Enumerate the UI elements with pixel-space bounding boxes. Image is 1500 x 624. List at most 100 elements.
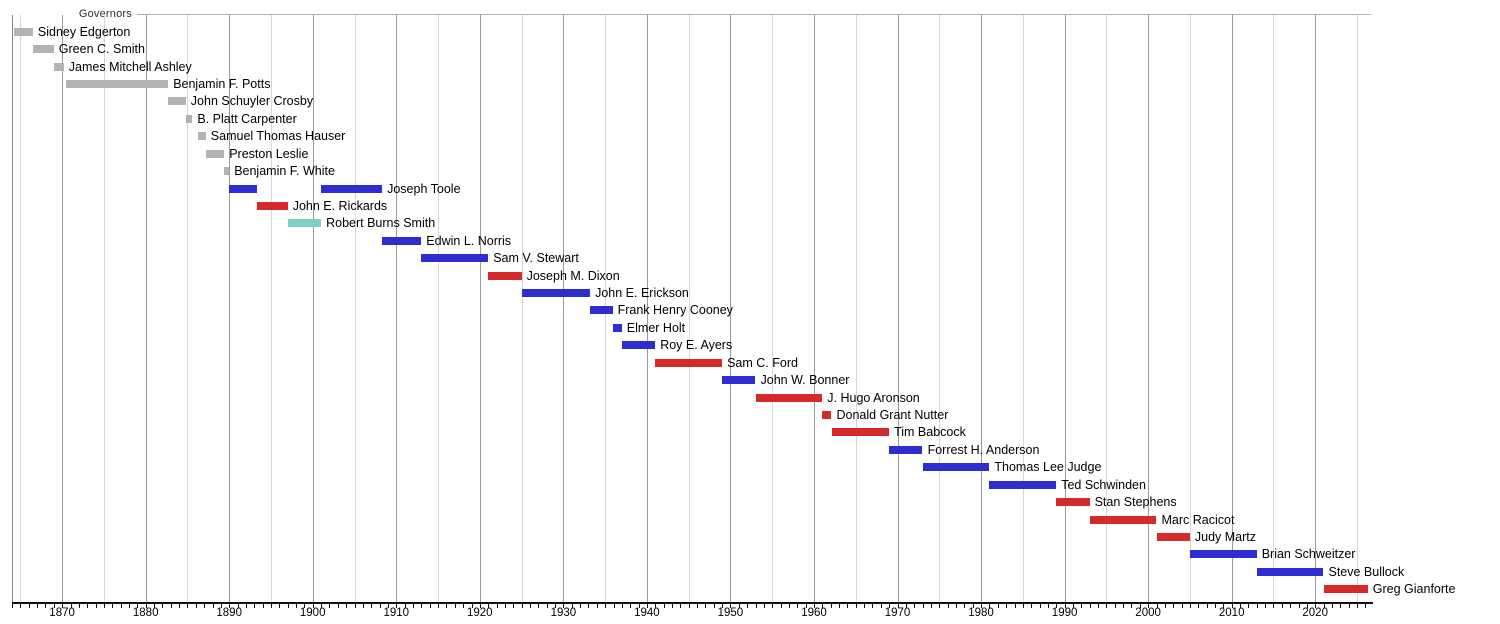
term-bar bbox=[488, 271, 522, 280]
axis-tick bbox=[914, 604, 916, 608]
axis-tick bbox=[1148, 604, 1150, 608]
axis-tick bbox=[1306, 604, 1308, 608]
term-bar bbox=[321, 184, 383, 193]
axis-tick bbox=[179, 604, 181, 608]
gridline-1960 bbox=[814, 15, 815, 603]
governor-name-label: Tim Babcock bbox=[894, 425, 966, 440]
axis-tick bbox=[688, 604, 690, 608]
governor-name-label: Elmer Holt bbox=[626, 320, 686, 335]
axis-tick bbox=[997, 604, 999, 608]
axis-tick bbox=[387, 604, 389, 608]
axis-tick bbox=[129, 604, 130, 608]
axis-tick bbox=[680, 604, 682, 608]
term-bar bbox=[229, 184, 257, 193]
term-bar bbox=[1189, 550, 1257, 559]
axis-tick-label-1920: 1920 bbox=[467, 607, 493, 619]
axis-tick bbox=[805, 604, 807, 608]
term-bar bbox=[755, 393, 823, 402]
gridline-2000 bbox=[1148, 15, 1150, 603]
term-bar bbox=[1323, 585, 1368, 594]
axis-tick bbox=[28, 604, 30, 608]
axis-tick bbox=[346, 604, 348, 608]
governor-name-label: Sam V. Stewart bbox=[493, 251, 579, 266]
axis-tick-label-1870: 1870 bbox=[49, 607, 75, 619]
axis-tick bbox=[1098, 604, 1099, 608]
gridline-2010 bbox=[1231, 15, 1233, 603]
axis-tick bbox=[254, 604, 256, 608]
axis-tick bbox=[1056, 604, 1058, 608]
gridline-1995 bbox=[1106, 15, 1108, 603]
axis-tick-label-1890: 1890 bbox=[216, 607, 242, 619]
term-bar bbox=[13, 27, 33, 36]
axis-tick bbox=[905, 604, 907, 608]
gridline-1900 bbox=[312, 15, 314, 603]
term-bar bbox=[822, 410, 832, 419]
axis-tick bbox=[588, 604, 590, 608]
plot-left-frame bbox=[12, 15, 13, 603]
axis-tick bbox=[555, 604, 556, 608]
axis-tick bbox=[1290, 604, 1292, 608]
axis-tick bbox=[1256, 604, 1258, 608]
axis-tick bbox=[1047, 604, 1049, 608]
axis-tick bbox=[872, 604, 874, 608]
axis-tick bbox=[212, 604, 214, 608]
axis-tick bbox=[772, 604, 774, 608]
axis-tick bbox=[237, 604, 239, 608]
axis-tick bbox=[287, 604, 289, 608]
gridline-1990 bbox=[1064, 15, 1066, 603]
axis-tick bbox=[822, 604, 824, 608]
axis-tick bbox=[630, 604, 632, 608]
axis-tick bbox=[646, 604, 648, 608]
axis-tick bbox=[45, 604, 47, 608]
axis-tick bbox=[839, 604, 840, 608]
governor-name-label: Frank Henry Cooney bbox=[617, 303, 733, 318]
governor-name-label: Thomas Lee Judge bbox=[994, 460, 1102, 475]
axis-tick bbox=[1131, 604, 1133, 608]
gridline-1890 bbox=[229, 15, 231, 603]
term-bar bbox=[722, 376, 756, 385]
axis-tick bbox=[103, 604, 105, 608]
governor-name-label: Benjamin F. White bbox=[234, 164, 335, 179]
axis-tick bbox=[571, 604, 573, 608]
axis-tick bbox=[1089, 604, 1091, 608]
term-bar bbox=[1156, 532, 1190, 541]
axis-tick bbox=[496, 604, 498, 608]
axis-tick bbox=[337, 604, 339, 608]
axis-tick bbox=[1240, 604, 1241, 608]
axis-tick bbox=[120, 604, 122, 608]
axis-tick-label-1900: 1900 bbox=[299, 607, 326, 619]
axis-tick bbox=[229, 604, 231, 608]
term-bar bbox=[922, 463, 990, 472]
axis-tick bbox=[964, 604, 966, 608]
axis-tick bbox=[187, 604, 189, 608]
axis-tick bbox=[321, 604, 323, 608]
axis-tick bbox=[930, 604, 932, 608]
axis-tick bbox=[1173, 604, 1175, 608]
axis-tick bbox=[538, 604, 540, 608]
axis-tick bbox=[220, 604, 222, 608]
governor-name-label: Greg Gianforte bbox=[1372, 582, 1456, 597]
axis-tick bbox=[362, 604, 364, 608]
axis-tick bbox=[1081, 604, 1083, 608]
axis-tick bbox=[655, 604, 657, 608]
governor-name-label: Steve Bullock bbox=[1328, 564, 1405, 579]
axis-tick bbox=[1315, 604, 1317, 608]
term-bar bbox=[53, 62, 64, 71]
axis-tick bbox=[705, 604, 707, 608]
axis-tick bbox=[454, 604, 456, 608]
axis-tick bbox=[195, 604, 197, 608]
axis-tick bbox=[53, 604, 55, 608]
axis-tick bbox=[814, 604, 815, 608]
governor-name-label: B. Platt Carpenter bbox=[197, 111, 297, 126]
axis-tick-label-1980: 1980 bbox=[968, 607, 994, 619]
axis-tick bbox=[279, 604, 281, 608]
axis-tick bbox=[580, 604, 582, 608]
governor-name-label: John W. Bonner bbox=[760, 373, 850, 388]
axis-tick bbox=[312, 604, 314, 608]
axis-tick bbox=[1022, 604, 1024, 608]
axis-tick bbox=[421, 604, 423, 608]
axis-tick bbox=[1206, 604, 1208, 608]
axis-tick bbox=[504, 604, 506, 608]
governor-name-label: Judy Martz bbox=[1194, 529, 1257, 544]
